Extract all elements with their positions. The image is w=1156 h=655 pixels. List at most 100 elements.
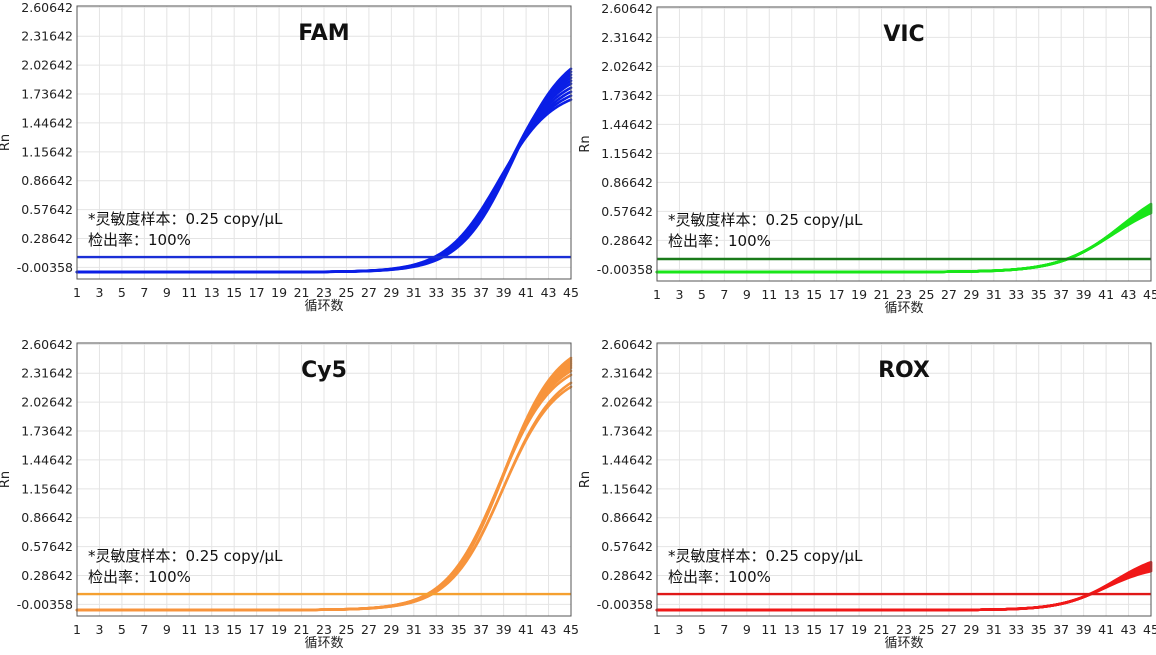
x-tick-label: 41 <box>1098 622 1114 637</box>
x-tick-label: 7 <box>140 622 148 637</box>
x-tick-label: 39 <box>496 622 512 637</box>
x-tick-label: 31 <box>406 622 422 637</box>
x-tick-label: 13 <box>784 622 800 637</box>
x-tick-label: 9 <box>163 285 171 300</box>
x-tick-label: 37 <box>1053 622 1069 637</box>
x-tick-label: 25 <box>339 285 355 300</box>
x-tick-label: 23 <box>316 285 332 300</box>
y-tick-label: -0.00358 <box>597 262 653 277</box>
plot-frame <box>76 342 572 617</box>
y-tick-label: 2.02642 <box>601 59 653 74</box>
chart-annotation: 检出率：100% <box>668 232 771 250</box>
x-tick-label: 43 <box>541 285 557 300</box>
x-tick-label: 37 <box>473 622 489 637</box>
x-tick-label: 45 <box>563 285 579 300</box>
x-tick-label: 9 <box>743 287 751 302</box>
y-tick-label: 0.57642 <box>601 204 653 219</box>
x-tick-label: 33 <box>1008 622 1024 637</box>
x-tick-label: 21 <box>874 622 890 637</box>
chart-title: Cy5 <box>301 358 347 383</box>
chart-title: ROX <box>878 358 930 383</box>
x-tick-label: 1 <box>73 622 81 637</box>
x-tick-label: 3 <box>675 287 683 302</box>
y-axis-label: Rn <box>0 471 13 488</box>
x-tick-label: 27 <box>941 287 957 302</box>
x-tick-label: 35 <box>451 622 467 637</box>
x-tick-label: 17 <box>249 622 265 637</box>
x-tick-label: 39 <box>1076 622 1092 637</box>
y-tick-label: 1.44642 <box>21 115 73 130</box>
chart-annotation: *灵敏度样本：0.25 copy/μL <box>88 210 283 228</box>
x-tick-label: 35 <box>451 285 467 300</box>
x-tick-label: 19 <box>851 287 867 302</box>
x-tick-label: 43 <box>1121 622 1137 637</box>
plot-frame <box>656 342 1152 617</box>
x-axis-label: 循环数 <box>884 636 923 651</box>
amplification-curve <box>655 560 1153 612</box>
y-tick-label: 1.73642 <box>21 424 73 439</box>
x-tick-label: 7 <box>140 285 148 300</box>
y-axis-label: Rn <box>578 471 593 488</box>
x-tick-label: 21 <box>874 287 890 302</box>
y-tick-label: 1.15642 <box>21 481 73 496</box>
y-tick-label: 1.73642 <box>601 88 653 103</box>
x-tick-label: 15 <box>226 285 242 300</box>
chart-annotation: 检出率：100% <box>88 231 191 249</box>
chart-annotation: *灵敏度样本：0.25 copy/μL <box>668 547 863 565</box>
x-tick-label: 11 <box>181 285 197 300</box>
x-tick-label: 3 <box>95 285 103 300</box>
x-tick-label: 17 <box>249 285 265 300</box>
chart-annotation: *灵敏度样本：0.25 copy/μL <box>668 211 863 229</box>
x-tick-label: 19 <box>851 622 867 637</box>
x-tick-label: 33 <box>1008 287 1024 302</box>
chart-annotation: 检出率：100% <box>668 568 771 586</box>
x-tick-label: 5 <box>698 287 706 302</box>
y-tick-label: 1.15642 <box>601 146 653 161</box>
x-tick-label: 37 <box>1053 287 1069 302</box>
x-tick-label: 15 <box>226 622 242 637</box>
y-tick-label: 2.60642 <box>21 0 73 15</box>
x-axis-label: 循环数 <box>884 301 923 316</box>
x-tick-label: 27 <box>941 622 957 637</box>
chart-title: FAM <box>298 21 349 46</box>
x-tick-label: 27 <box>361 285 377 300</box>
y-tick-label: -0.00358 <box>17 260 73 275</box>
y-tick-label: 2.02642 <box>21 395 73 410</box>
x-tick-label: 11 <box>181 622 197 637</box>
x-tick-label: 29 <box>383 622 399 637</box>
x-tick-label: 9 <box>163 622 171 637</box>
chart-annotation: 检出率：100% <box>88 568 191 586</box>
x-tick-label: 19 <box>271 622 287 637</box>
y-tick-label: 1.44642 <box>601 452 653 467</box>
x-axis-label: 循环数 <box>304 299 343 314</box>
y-tick-label: 2.31642 <box>21 29 73 44</box>
x-tick-label: 17 <box>829 287 845 302</box>
y-tick-label: 2.60642 <box>601 337 653 352</box>
chart-title: VIC <box>883 22 924 47</box>
x-tick-label: 45 <box>1143 622 1156 637</box>
x-tick-label: 13 <box>204 285 220 300</box>
x-tick-label: 21 <box>294 285 310 300</box>
x-tick-label: 29 <box>963 622 979 637</box>
chart-panel-fam: 2.60642 2.31642 2.02642 1.73642 1.44642 1.156… <box>0 0 579 314</box>
x-tick-label: 45 <box>1143 287 1156 302</box>
y-tick-label: 1.44642 <box>21 452 73 467</box>
plot-frame <box>656 6 1152 282</box>
y-tick-label: 0.57642 <box>21 202 73 217</box>
x-tick-label: 19 <box>271 285 287 300</box>
x-tick-label: 7 <box>720 287 728 302</box>
y-tick-label: 0.28642 <box>601 568 653 583</box>
x-tick-label: 13 <box>204 622 220 637</box>
x-tick-label: 43 <box>541 622 557 637</box>
x-tick-label: 15 <box>806 622 822 637</box>
x-tick-label: 33 <box>428 285 444 300</box>
plot-frame <box>76 5 572 280</box>
x-tick-label: 29 <box>963 287 979 302</box>
chart-panel-cy5: 2.60642 2.31642 2.02642 1.73642 1.44642 1.156… <box>0 337 579 651</box>
y-axis-label: Rn <box>0 134 13 151</box>
x-tick-label: 31 <box>986 287 1002 302</box>
x-tick-label: 29 <box>383 285 399 300</box>
x-tick-label: 31 <box>986 622 1002 637</box>
x-tick-label: 17 <box>829 622 845 637</box>
